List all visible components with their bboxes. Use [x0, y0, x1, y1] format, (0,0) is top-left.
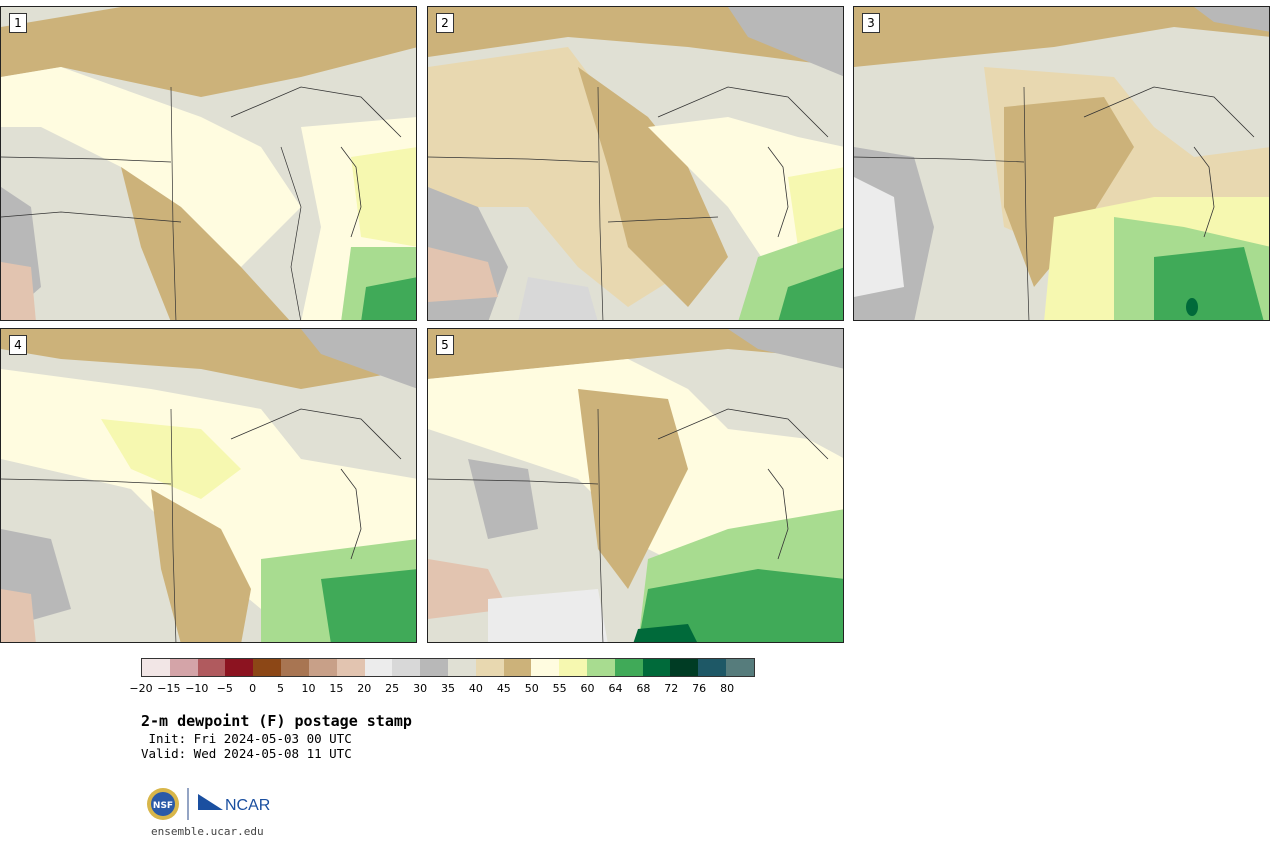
colorbar-tick-0: −20 — [129, 682, 153, 695]
panel-label-1: 1 — [9, 13, 27, 33]
forecast-panel-1[interactable]: 1 — [0, 6, 417, 321]
footer-url: ensemble.ucar.edu — [151, 825, 264, 838]
colorbar-swatch-12 — [475, 659, 504, 676]
dewpoint-colorbar — [141, 658, 755, 677]
colorbar-swatch-4 — [253, 659, 282, 676]
colorbar-swatch-0 — [142, 659, 170, 676]
dewpoint-map-3 — [854, 7, 1269, 320]
colorbar-swatch-2 — [197, 659, 226, 676]
panel-label-3: 3 — [862, 13, 880, 33]
valid-time: Valid: Wed 2024-05-08 11 UTC — [141, 746, 352, 761]
colorbar-tick-13: 45 — [496, 682, 511, 695]
dewpoint-map-4 — [1, 329, 416, 642]
colorbar-swatch-7 — [336, 659, 365, 676]
dewpoint-map-2 — [428, 7, 843, 320]
colorbar-swatch-6 — [308, 659, 337, 676]
colorbar-tick-labels: −20 −15 −10 −5 0 5 10 15 20 25 30 35 40 45 50 55 60 64 68 7… — [129, 682, 755, 696]
colorbar-swatch-8 — [364, 659, 393, 676]
colorbar-swatch-14 — [531, 659, 560, 676]
ncar-logo-icon — [198, 794, 223, 810]
colorbar-swatch-17 — [614, 659, 643, 676]
colorbar-tick-17: 64 — [608, 682, 623, 695]
colorbar-tick-21: 80 — [720, 682, 735, 695]
colorbar-swatch-11 — [447, 659, 476, 676]
panel-label-4: 4 — [9, 335, 27, 355]
colorbar-swatch-13 — [503, 659, 532, 676]
nsf-ncar-logos: NSF NCAR — [147, 788, 270, 820]
colorbar-tick-11: 35 — [441, 682, 455, 695]
colorbar-tick-7: 15 — [329, 682, 344, 695]
colorbar-tick-2: −10 — [185, 682, 209, 695]
ncar-logo-text: NCAR — [225, 797, 270, 814]
panel-label-5: 5 — [436, 335, 454, 355]
colorbar-tick-8: 20 — [357, 682, 372, 695]
colorbar-swatch-18 — [642, 659, 671, 676]
colorbar-tick-20: 76 — [692, 682, 707, 695]
colorbar-swatch-9 — [392, 659, 421, 676]
colorbar-tick-12: 40 — [468, 682, 483, 695]
colorbar-swatch-15 — [559, 659, 587, 676]
dewpoint-map-1 — [1, 7, 416, 320]
colorbar-tick-15: 55 — [552, 682, 567, 695]
init-time: Init: Fri 2024-05-03 00 UTC — [141, 731, 352, 746]
colorbar-tick-9: 25 — [385, 682, 400, 695]
colorbar-tick-18: 68 — [636, 682, 651, 695]
colorbar-swatch-3 — [225, 659, 254, 676]
colorbar-swatch-10 — [420, 659, 448, 676]
colorbar-tick-10: 30 — [413, 682, 428, 695]
forecast-panel-5[interactable]: 5 — [427, 328, 844, 643]
colorbar-tick-14: 50 — [524, 682, 539, 695]
nsf-logo-text: NSF — [153, 801, 173, 811]
colorbar-tick-4: 0 — [249, 682, 257, 695]
colorbar-swatch-1 — [169, 659, 198, 676]
colorbar-tick-3: −5 — [216, 682, 233, 695]
colorbar-swatch-19 — [670, 659, 699, 676]
colorbar-swatch-20 — [698, 659, 727, 676]
colorbar-tick-5: 5 — [277, 682, 285, 695]
forecast-panel-4[interactable]: 4 — [0, 328, 417, 643]
colorbar-swatch-21 — [726, 659, 754, 676]
forecast-panel-2[interactable]: 2 — [427, 6, 844, 321]
colorbar-tick-19: 72 — [664, 682, 679, 695]
colorbar-tick-16: 60 — [580, 682, 595, 695]
colorbar-swatch-16 — [587, 659, 615, 676]
colorbar-swatch-5 — [281, 659, 309, 676]
forecast-panel-3[interactable]: 3 — [853, 6, 1270, 321]
colorbar-tick-1: −15 — [157, 682, 181, 695]
dewpoint-map-5 — [428, 329, 843, 642]
plot-title: 2-m dewpoint (F) postage stamp — [141, 712, 412, 730]
panel-label-2: 2 — [436, 13, 454, 33]
colorbar-tick-6: 10 — [301, 682, 316, 695]
